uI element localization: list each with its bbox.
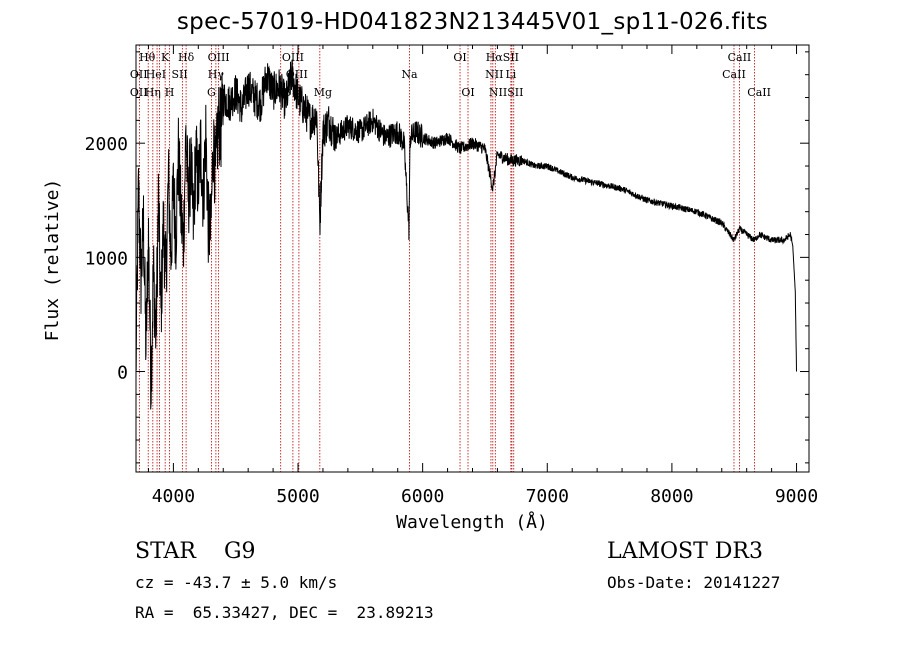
line-label-15: Li [505,68,516,81]
line-label-12: OIII [286,68,308,81]
y-tick-label-1000: 1000 [85,248,128,269]
axis-ticks: 4000 5000 6000 7000 8000 9000 0 1000 2000 [85,45,818,507]
x-tick-label-6000: 6000 [401,486,444,507]
line-label-23: OI [461,86,474,99]
line-label-25: CaII [747,86,771,99]
line-label-19: H [165,86,175,99]
obs-date: Obs-Date: 20141227 [607,573,781,592]
spectrum-line [135,59,797,410]
x-tick-label-4000: 4000 [152,486,195,507]
redshift-cz: cz = -43.7 ± 5.0 km/s [135,573,338,592]
line-label-4: OIII [282,51,304,64]
x-tick-label-8000: 8000 [650,486,693,507]
line-label-16: CaII [722,68,746,81]
line-label-6: HαSII [486,51,519,64]
line-label-0: Hθ [139,51,156,64]
chart-title: spec-57019-HD041823N213445V01_sp11-026.f… [176,9,769,35]
line-label-21: Hβ [275,86,291,99]
line-label-20: G [207,86,216,99]
line-label-22: Mg [314,86,332,99]
plot-frame [135,44,810,473]
line-label-5: OI [453,51,466,64]
x-tick-label-9000: 9000 [775,486,818,507]
coordinates: RA = 65.33427, DEC = 23.89213 [135,603,434,622]
line-label-13: Na [401,68,418,81]
line-label-11: Hγ [208,68,225,81]
x-tick-label-7000: 7000 [526,486,569,507]
line-label-7: CaII [728,51,752,64]
star-type: STAR G9 [135,539,256,564]
y-tick-label-0: 0 [117,363,128,384]
line-label-17: OII [130,86,148,99]
x-tick-label-5000: 5000 [276,486,319,507]
line-label-18: Hη [145,86,161,99]
line-label-8: OII [130,68,148,81]
y-axis-label: Flux (relative) [42,179,63,342]
y-tick-label-2000: 2000 [85,134,128,155]
survey-name: LAMOST DR3 [607,539,763,564]
line-label-9: HeI [146,68,166,81]
line-label-3: OIII [208,51,230,64]
line-label-24: NIISII [489,86,524,99]
x-axis-label: Wavelength (Å) [396,511,548,533]
line-label-10: SII [172,68,188,81]
line-label-14: NII [485,68,503,81]
line-label-1: K [161,51,170,64]
line-label-2: Hδ [178,51,195,64]
